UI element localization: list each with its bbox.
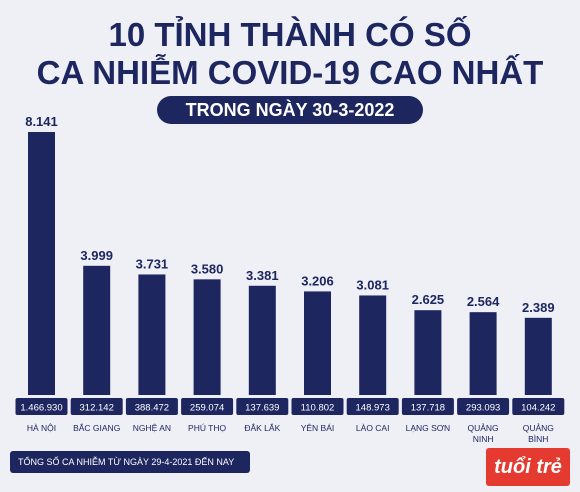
total-box	[236, 398, 289, 415]
category-label: PHÚ THỌ	[188, 423, 226, 433]
total-box	[70, 398, 123, 415]
bar-value-label: 3.731	[136, 256, 169, 271]
bar	[28, 132, 55, 395]
bar	[248, 285, 276, 395]
total-box	[457, 398, 510, 415]
brand-logo: tuổi trẻ	[486, 448, 570, 486]
category-label: ĐẮK LẮK	[244, 423, 280, 433]
bar-value-label: 2.625	[412, 292, 445, 307]
bar-value-label: 3.580	[191, 261, 224, 276]
category-label: LẠNG SƠN	[406, 423, 451, 433]
bar	[524, 317, 552, 395]
total-box	[346, 398, 399, 415]
total-box	[181, 398, 234, 415]
bar	[138, 274, 166, 395]
legend-total-cases: TỔNG SỐ CA NHIỄM TỪ NGÀY 29-4-2021 ĐẾN N…	[10, 451, 250, 473]
total-box	[291, 398, 344, 415]
category-label: LÀO CAI	[356, 423, 390, 433]
total-label: 137.639	[245, 403, 279, 414]
total-box	[401, 398, 454, 415]
bar-value-label: 2.564	[467, 294, 500, 309]
bar-value-label: 3.999	[80, 248, 113, 263]
category-label: QUẢNG	[523, 422, 554, 433]
page-title-line-2: CA NHIỄM COVID-19 CAO NHẤT	[36, 54, 544, 91]
page-title-line-1: 10 TỈNH THÀNH CÓ SỐ	[108, 16, 472, 53]
category-label: QUẢNG	[468, 422, 499, 433]
bar-value-label: 3.206	[301, 273, 334, 288]
bar	[304, 291, 331, 395]
bar	[193, 279, 221, 395]
category-label: NINH	[473, 434, 494, 444]
bar-value-label: 8.141	[25, 114, 58, 129]
bar-value-label: 2.389	[522, 300, 555, 315]
bar-value-label: 3.081	[356, 277, 389, 292]
category-label: YÊN BÁI	[301, 423, 335, 433]
total-label: 110.802	[301, 403, 335, 414]
bar	[83, 265, 111, 395]
total-label: 137.718	[411, 403, 445, 414]
bar	[469, 312, 497, 395]
category-label: BÌNH	[528, 434, 548, 444]
category-label: HÀ NỘI	[27, 423, 56, 433]
bar-value-label: 3.381	[246, 268, 279, 283]
total-box	[125, 398, 178, 415]
total-box	[512, 398, 565, 415]
total-label: 388.472	[135, 403, 169, 414]
total-label: 312.142	[80, 403, 114, 414]
total-label: 104.242	[521, 403, 555, 414]
category-label: NGHỆ AN	[133, 423, 171, 433]
bar	[359, 295, 387, 395]
total-label: 259.074	[190, 403, 224, 414]
bar	[414, 310, 442, 395]
date-subtitle: TRONG NGÀY 30-3-2022	[157, 96, 423, 124]
category-label: BẮC GIANG	[73, 423, 120, 433]
total-box	[15, 398, 68, 415]
total-label: 293.093	[466, 403, 500, 414]
total-label: 148.973	[356, 403, 390, 414]
total-label: 1.466.930	[20, 403, 62, 414]
